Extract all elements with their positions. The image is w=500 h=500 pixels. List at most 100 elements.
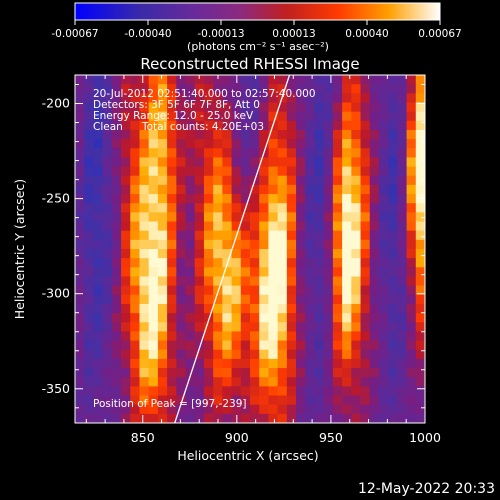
heatmap-cell — [231, 340, 242, 351]
heatmap-cell — [84, 322, 95, 333]
heatmap-cell — [415, 166, 425, 177]
heatmap-cell — [93, 395, 104, 406]
heatmap-cell — [415, 276, 425, 287]
heatmap-cell — [268, 239, 279, 250]
heatmap-cell — [148, 386, 159, 397]
heatmap-cell — [332, 239, 343, 250]
heatmap-cell — [130, 349, 141, 360]
heatmap-cell — [259, 111, 270, 122]
heatmap-cell — [157, 157, 168, 168]
heatmap-cell — [213, 249, 223, 259]
heatmap-cell — [222, 358, 233, 369]
heatmap-cell — [360, 203, 371, 213]
heatmap-cell — [121, 148, 131, 159]
heatmap-cell — [157, 230, 168, 241]
heatmap-cell — [397, 230, 408, 241]
heatmap-cell — [378, 194, 389, 204]
heatmap-cell — [102, 166, 113, 177]
heatmap-cell — [406, 404, 417, 415]
heatmap-cell — [351, 221, 362, 232]
heatmap-cell — [231, 249, 242, 259]
heatmap-cell — [397, 258, 408, 268]
heatmap-cell — [286, 404, 297, 415]
heatmap-cell — [351, 331, 362, 342]
heatmap-cell — [130, 75, 141, 85]
heatmap-cell — [176, 129, 187, 140]
heatmap-cell — [102, 413, 113, 423]
heatmap-cell — [415, 331, 425, 342]
heatmap-cell — [93, 239, 104, 250]
heatmap-cell — [360, 331, 371, 342]
heatmap-cell — [130, 139, 141, 149]
heatmap-cell — [360, 184, 371, 195]
heatmap-cell — [75, 276, 85, 287]
heatmap-cell — [157, 331, 168, 342]
heatmap-cell — [314, 75, 325, 85]
heatmap-cell — [121, 184, 131, 195]
heatmap-cell — [406, 322, 417, 333]
heatmap-cell — [213, 230, 223, 241]
heatmap-cell — [139, 221, 150, 232]
heatmap-cell — [415, 395, 425, 406]
heatmap-cell — [93, 212, 104, 223]
heatmap-cell — [240, 184, 251, 195]
heatmap-cell — [259, 239, 270, 250]
heatmap-cell — [222, 377, 233, 387]
heatmap-cell — [259, 303, 270, 314]
heatmap-cell — [332, 84, 343, 94]
heatmap-cell — [369, 139, 380, 149]
heatmap-cell — [397, 386, 408, 397]
heatmap-cell — [406, 212, 417, 223]
heatmap-cell — [84, 368, 95, 378]
heatmap-cell — [240, 386, 251, 397]
heatmap-cell — [93, 194, 104, 204]
heatmap-cell — [213, 129, 223, 140]
heatmap-cell — [378, 322, 389, 333]
heatmap-cell — [93, 249, 104, 259]
heatmap-cell — [231, 157, 242, 168]
heatmap-cell — [176, 221, 187, 232]
heatmap-cell — [157, 84, 168, 94]
heatmap-cell — [213, 239, 223, 250]
heatmap-cell — [75, 84, 85, 94]
heatmap-cell — [121, 75, 131, 85]
heatmap-cell — [231, 276, 242, 287]
heatmap-cell — [406, 230, 417, 241]
heatmap-cell — [75, 340, 85, 351]
heatmap-cell — [250, 368, 260, 378]
heatmap-cell — [406, 184, 417, 195]
heatmap-cell — [332, 413, 343, 423]
heatmap-cell — [342, 212, 352, 223]
heatmap-cell — [231, 129, 242, 140]
heatmap-cell — [397, 249, 408, 259]
heatmap-cell — [296, 322, 306, 333]
heatmap-cell — [75, 267, 85, 278]
heatmap-cell — [250, 276, 260, 287]
heatmap-cell — [397, 93, 408, 104]
heatmap-cell — [378, 84, 389, 94]
heatmap-cell — [231, 212, 242, 223]
heatmap-cell — [250, 249, 260, 259]
heatmap-cell — [84, 93, 95, 104]
heatmap-cell — [296, 120, 306, 131]
heatmap-cell — [378, 129, 389, 140]
heatmap-cell — [268, 249, 279, 259]
heatmap-cell — [102, 84, 113, 94]
heatmap-cell — [351, 294, 362, 305]
heatmap-cell — [369, 267, 380, 278]
heatmap-cell — [222, 93, 233, 104]
heatmap-cell — [75, 139, 85, 149]
heatmap-cell — [369, 129, 380, 140]
heatmap-cell — [139, 395, 150, 406]
heatmap-cell — [378, 148, 389, 159]
heatmap-cell — [75, 120, 85, 131]
heatmap-cell — [351, 239, 362, 250]
heatmap-cell — [130, 212, 141, 223]
heatmap-cell — [259, 331, 270, 342]
heatmap-cell — [93, 84, 104, 94]
heatmap-cell — [130, 294, 141, 305]
heatmap-cell — [397, 313, 408, 323]
heatmap-cell — [240, 349, 251, 360]
heatmap-cell — [167, 276, 177, 287]
heatmap-cell — [203, 166, 214, 177]
